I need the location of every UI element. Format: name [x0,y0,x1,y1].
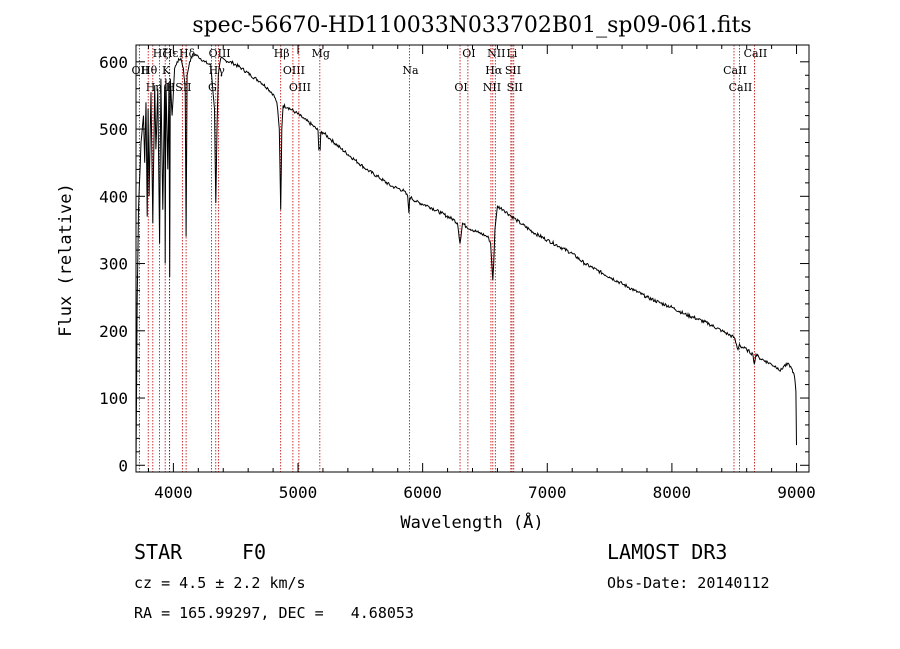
object-subclass: F0 [242,540,267,564]
line-label-25: CaII [723,64,747,77]
line-label-22: SII [505,64,521,77]
y-tick-label-300: 300 [99,255,128,274]
line-label-8: SII [175,81,191,94]
line-label-23: SII [507,81,523,94]
x-axis-label: Wavelength (Å) [400,511,543,533]
spectrum-line [135,53,797,466]
y-tick-label-600: 600 [99,53,128,72]
plot-axes: 4000 5000 6000 7000 8000 9000 0 100 200 300 400 500… [99,44,816,502]
line-label-6: Hζ [153,47,169,60]
redshift-cz: cz = 4.5 ± 2.2 km/s [134,574,306,592]
line-label-10: Hγ [209,64,226,77]
observation-date: Obs-Date: 20140112 [607,574,770,592]
spectrum-series [135,53,797,466]
chart-title: spec-56670-HD110033N033702B01_sp09-061.f… [192,13,751,38]
line-label-27: CaII [744,47,768,60]
line-label-1: K [162,64,171,77]
x-tick-label-9000: 9000 [777,483,816,502]
survey-name: LAMOST DR3 [607,540,728,564]
x-tick-label-4000: 4000 [154,483,193,502]
emission-lines: HδKHHεOIIHηHζHθSIIOIIIHγGHβOIIIOIIIMgNaO… [132,45,768,472]
line-label-0: Hδ [179,47,196,60]
line-label-9: OIII [209,47,231,60]
line-label-26: CaII [729,81,753,94]
plot-frame [135,44,810,473]
line-label-16: Na [402,64,419,77]
x-tick-label-5000: 5000 [279,483,318,502]
line-label-21: NII [487,47,505,60]
y-tick-label-500: 500 [99,120,128,139]
line-label-14: OIII [289,81,311,94]
object-class: STAR [134,540,183,564]
line-label-18: OI [462,47,475,60]
y-tick-label-0: 0 [118,456,128,475]
y-tick-label-100: 100 [99,389,128,408]
x-tick-label-7000: 7000 [528,483,567,502]
line-label-3: Hε [163,47,179,60]
y-tick-label-200: 200 [99,322,128,341]
line-label-7: Hθ [141,64,158,77]
line-label-15: Mg [312,47,330,60]
line-label-19: Hα [485,64,503,77]
x-tick-label-6000: 6000 [403,483,442,502]
line-label-24: Li [506,47,517,60]
line-label-12: Hβ [274,47,290,60]
x-tick-label-8000: 8000 [653,483,692,502]
y-axis-label: Flux (relative) [56,183,76,337]
line-label-13: OIII [283,64,305,77]
coordinates: RA = 165.99297, DEC = 4.68053 [134,604,414,622]
y-tick-label-400: 400 [99,187,128,206]
line-label-17: OI [454,81,467,94]
line-label-20: NII [483,81,501,94]
